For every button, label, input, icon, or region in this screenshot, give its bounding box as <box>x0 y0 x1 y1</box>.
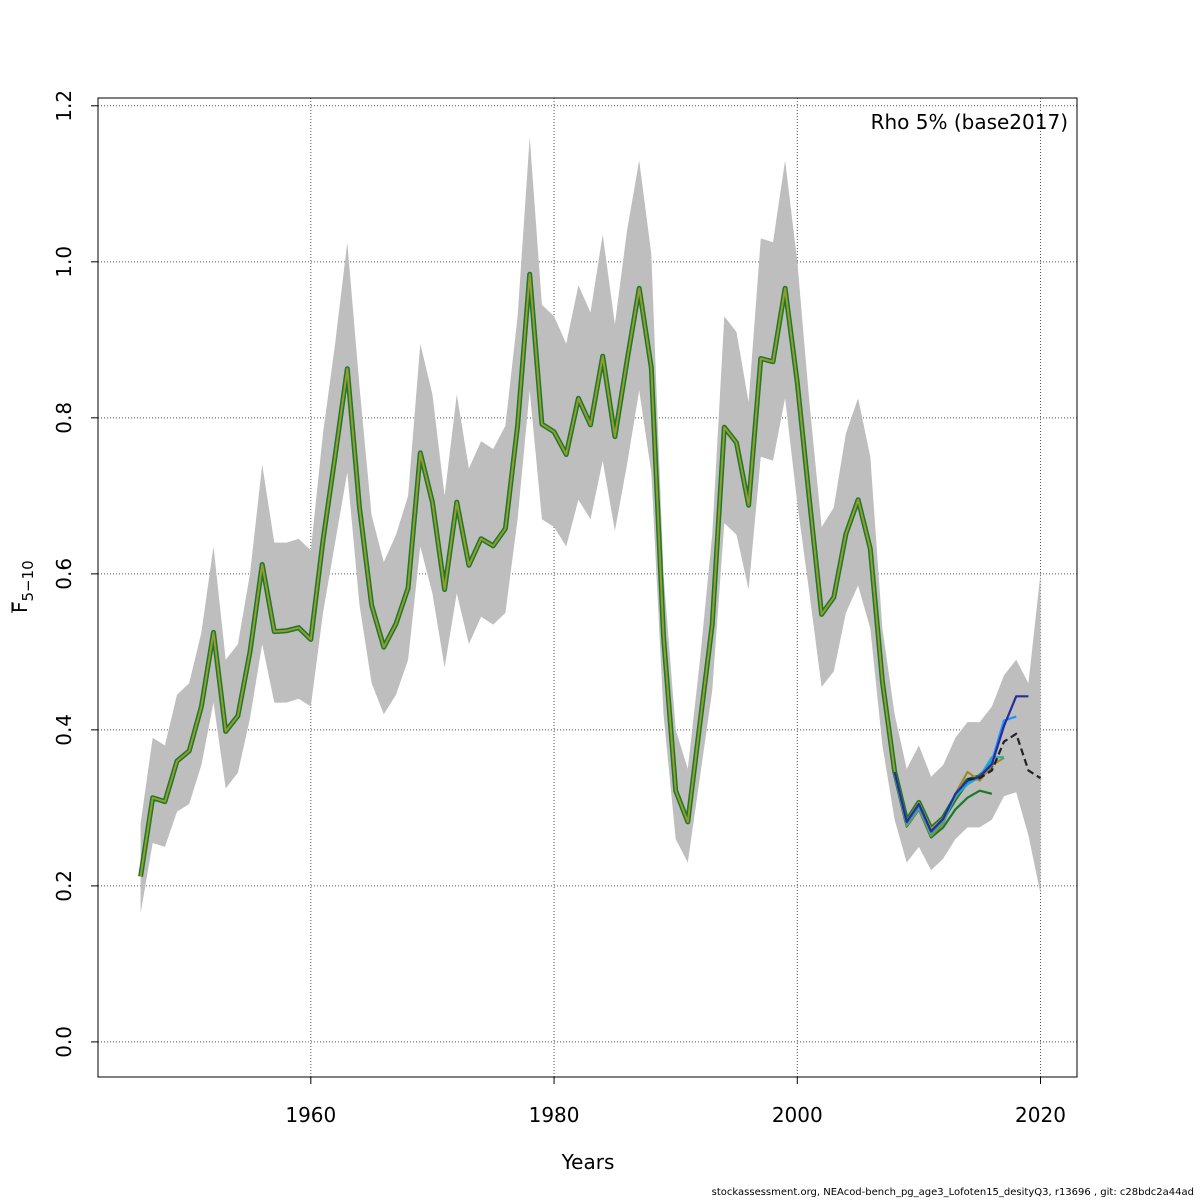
y-tick-label: 0.4 <box>52 714 76 746</box>
x-tick-label: 1980 <box>529 1103 580 1127</box>
y-axis: 0.0 0.2 0.4 0.6 0.8 1.0 1.2 <box>52 90 99 1058</box>
confidence-band <box>140 137 1041 914</box>
x-axis-title: Years <box>561 1150 615 1174</box>
x-tick-label: 2000 <box>772 1103 823 1127</box>
series-line-base <box>139 273 993 877</box>
x-tick-label: 1960 <box>285 1103 336 1127</box>
series-layer <box>138 271 1042 877</box>
y-axis-title-subscript: 5−10 <box>19 560 37 601</box>
series-line-retro <box>893 695 1029 833</box>
y-tick-label: 0.6 <box>52 558 76 590</box>
series-line-retro <box>967 732 1042 781</box>
y-tick-label: 1.0 <box>52 246 76 278</box>
x-axis: 1960 1980 2000 2020 <box>285 1076 1066 1127</box>
confidence-band-layer <box>140 137 1041 914</box>
y-axis-title-main: F <box>8 601 32 613</box>
x-tick-label: 2020 <box>1015 1103 1066 1127</box>
y-tick-label: 0.8 <box>52 402 76 434</box>
y-tick-label: 1.2 <box>52 90 76 122</box>
y-tick-label: 0.2 <box>52 870 76 902</box>
annotation-label: Rho 5% (base2017) <box>871 110 1068 134</box>
y-axis-title: F5−10 <box>8 560 37 613</box>
plot-frame <box>97 97 1078 1078</box>
grid-layer <box>98 98 1077 1077</box>
svg-text:F5−10: F5−10 <box>8 560 37 613</box>
footer-source: stockassessment.org, NEAcod-bench_pg_age… <box>711 1187 1194 1198</box>
y-tick-label: 0.0 <box>52 1026 76 1058</box>
